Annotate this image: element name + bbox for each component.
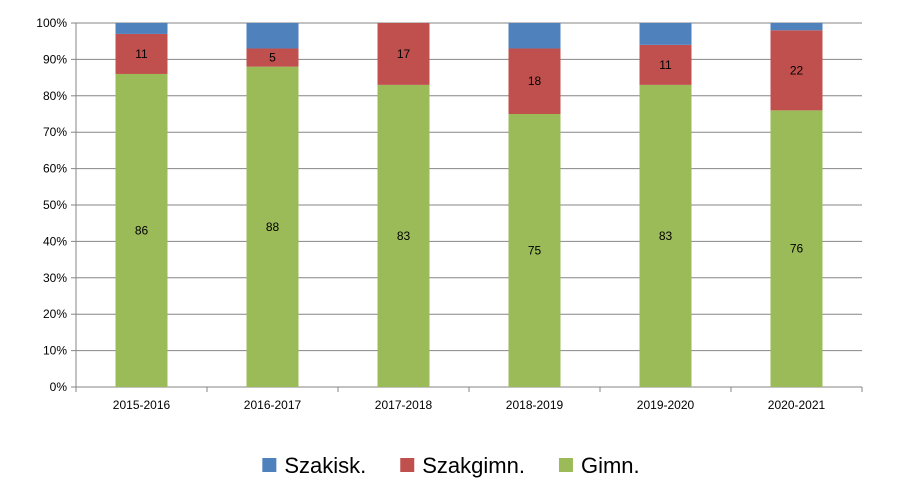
bar-segment bbox=[770, 30, 823, 111]
gridlines bbox=[76, 22, 862, 352]
data-label: 83 bbox=[659, 229, 673, 243]
bar-segment bbox=[508, 23, 561, 49]
x-tick-label: 2018-2019 bbox=[506, 398, 564, 412]
legend-swatch bbox=[400, 458, 415, 472]
legend-label: Gimn. bbox=[581, 453, 640, 478]
bar-segment bbox=[377, 84, 430, 387]
bar-segment bbox=[246, 23, 299, 49]
x-tick-label: 2019-2020 bbox=[637, 398, 695, 412]
bar-segment bbox=[508, 114, 561, 387]
x-tick-label: 2015-2016 bbox=[113, 398, 171, 412]
bar-segment bbox=[115, 73, 168, 388]
data-label: 11 bbox=[659, 58, 672, 72]
data-labels: 86 11 88 5 83 17 75 18 83 11 76 22 bbox=[135, 47, 804, 258]
bar-segment bbox=[246, 66, 299, 388]
bar-segment bbox=[377, 23, 430, 85]
data-label: 22 bbox=[790, 63, 804, 77]
data-label: 5 bbox=[269, 51, 276, 65]
data-label: 18 bbox=[528, 74, 542, 88]
x-tick-label: 2016-2017 bbox=[244, 398, 302, 412]
y-tick-label: 0% bbox=[50, 380, 68, 394]
bar-segment bbox=[770, 23, 823, 31]
y-tick-label: 40% bbox=[43, 234, 67, 248]
bar-segment bbox=[508, 48, 561, 115]
y-tick-label: 30% bbox=[43, 271, 67, 285]
legend-swatch bbox=[262, 458, 277, 472]
y-tick-label: 70% bbox=[43, 125, 67, 139]
x-tick-label: 2017-2018 bbox=[375, 398, 433, 412]
legend-label: Szakgimn. bbox=[422, 453, 525, 478]
legend-label: Szakisk. bbox=[284, 453, 366, 478]
y-tick-label: 80% bbox=[43, 89, 67, 103]
data-label: 17 bbox=[397, 47, 411, 61]
bar-segment bbox=[115, 23, 168, 34]
axes: 0% 10% 20% 30% 40% 50% 60% 70% 80% 90% 100% 2015-20… bbox=[36, 16, 863, 412]
legend-swatch bbox=[558, 458, 573, 472]
y-tick-label: 50% bbox=[43, 198, 67, 212]
bar-segment bbox=[639, 84, 692, 387]
data-label: 75 bbox=[528, 244, 542, 258]
data-label: 88 bbox=[266, 220, 280, 234]
data-label: 83 bbox=[397, 229, 411, 243]
bar-segment bbox=[246, 48, 299, 67]
bars bbox=[115, 23, 823, 388]
bar-segment bbox=[639, 44, 692, 85]
y-tick-label: 60% bbox=[43, 162, 67, 176]
data-label: 76 bbox=[790, 242, 804, 256]
x-tick-label: 2020-2021 bbox=[768, 398, 826, 412]
y-tick-label: 20% bbox=[43, 307, 67, 321]
legend: Szakisk. Szakgimn. Gimn. bbox=[262, 453, 640, 478]
bar-segment bbox=[115, 33, 168, 74]
bar-segment bbox=[639, 23, 692, 45]
y-tick-label: 10% bbox=[43, 344, 67, 358]
data-label: 86 bbox=[135, 223, 149, 237]
bar-segment bbox=[770, 110, 823, 388]
y-tick-label: 90% bbox=[43, 52, 67, 66]
data-label: 11 bbox=[135, 47, 148, 61]
y-tick-label: 100% bbox=[36, 16, 67, 30]
